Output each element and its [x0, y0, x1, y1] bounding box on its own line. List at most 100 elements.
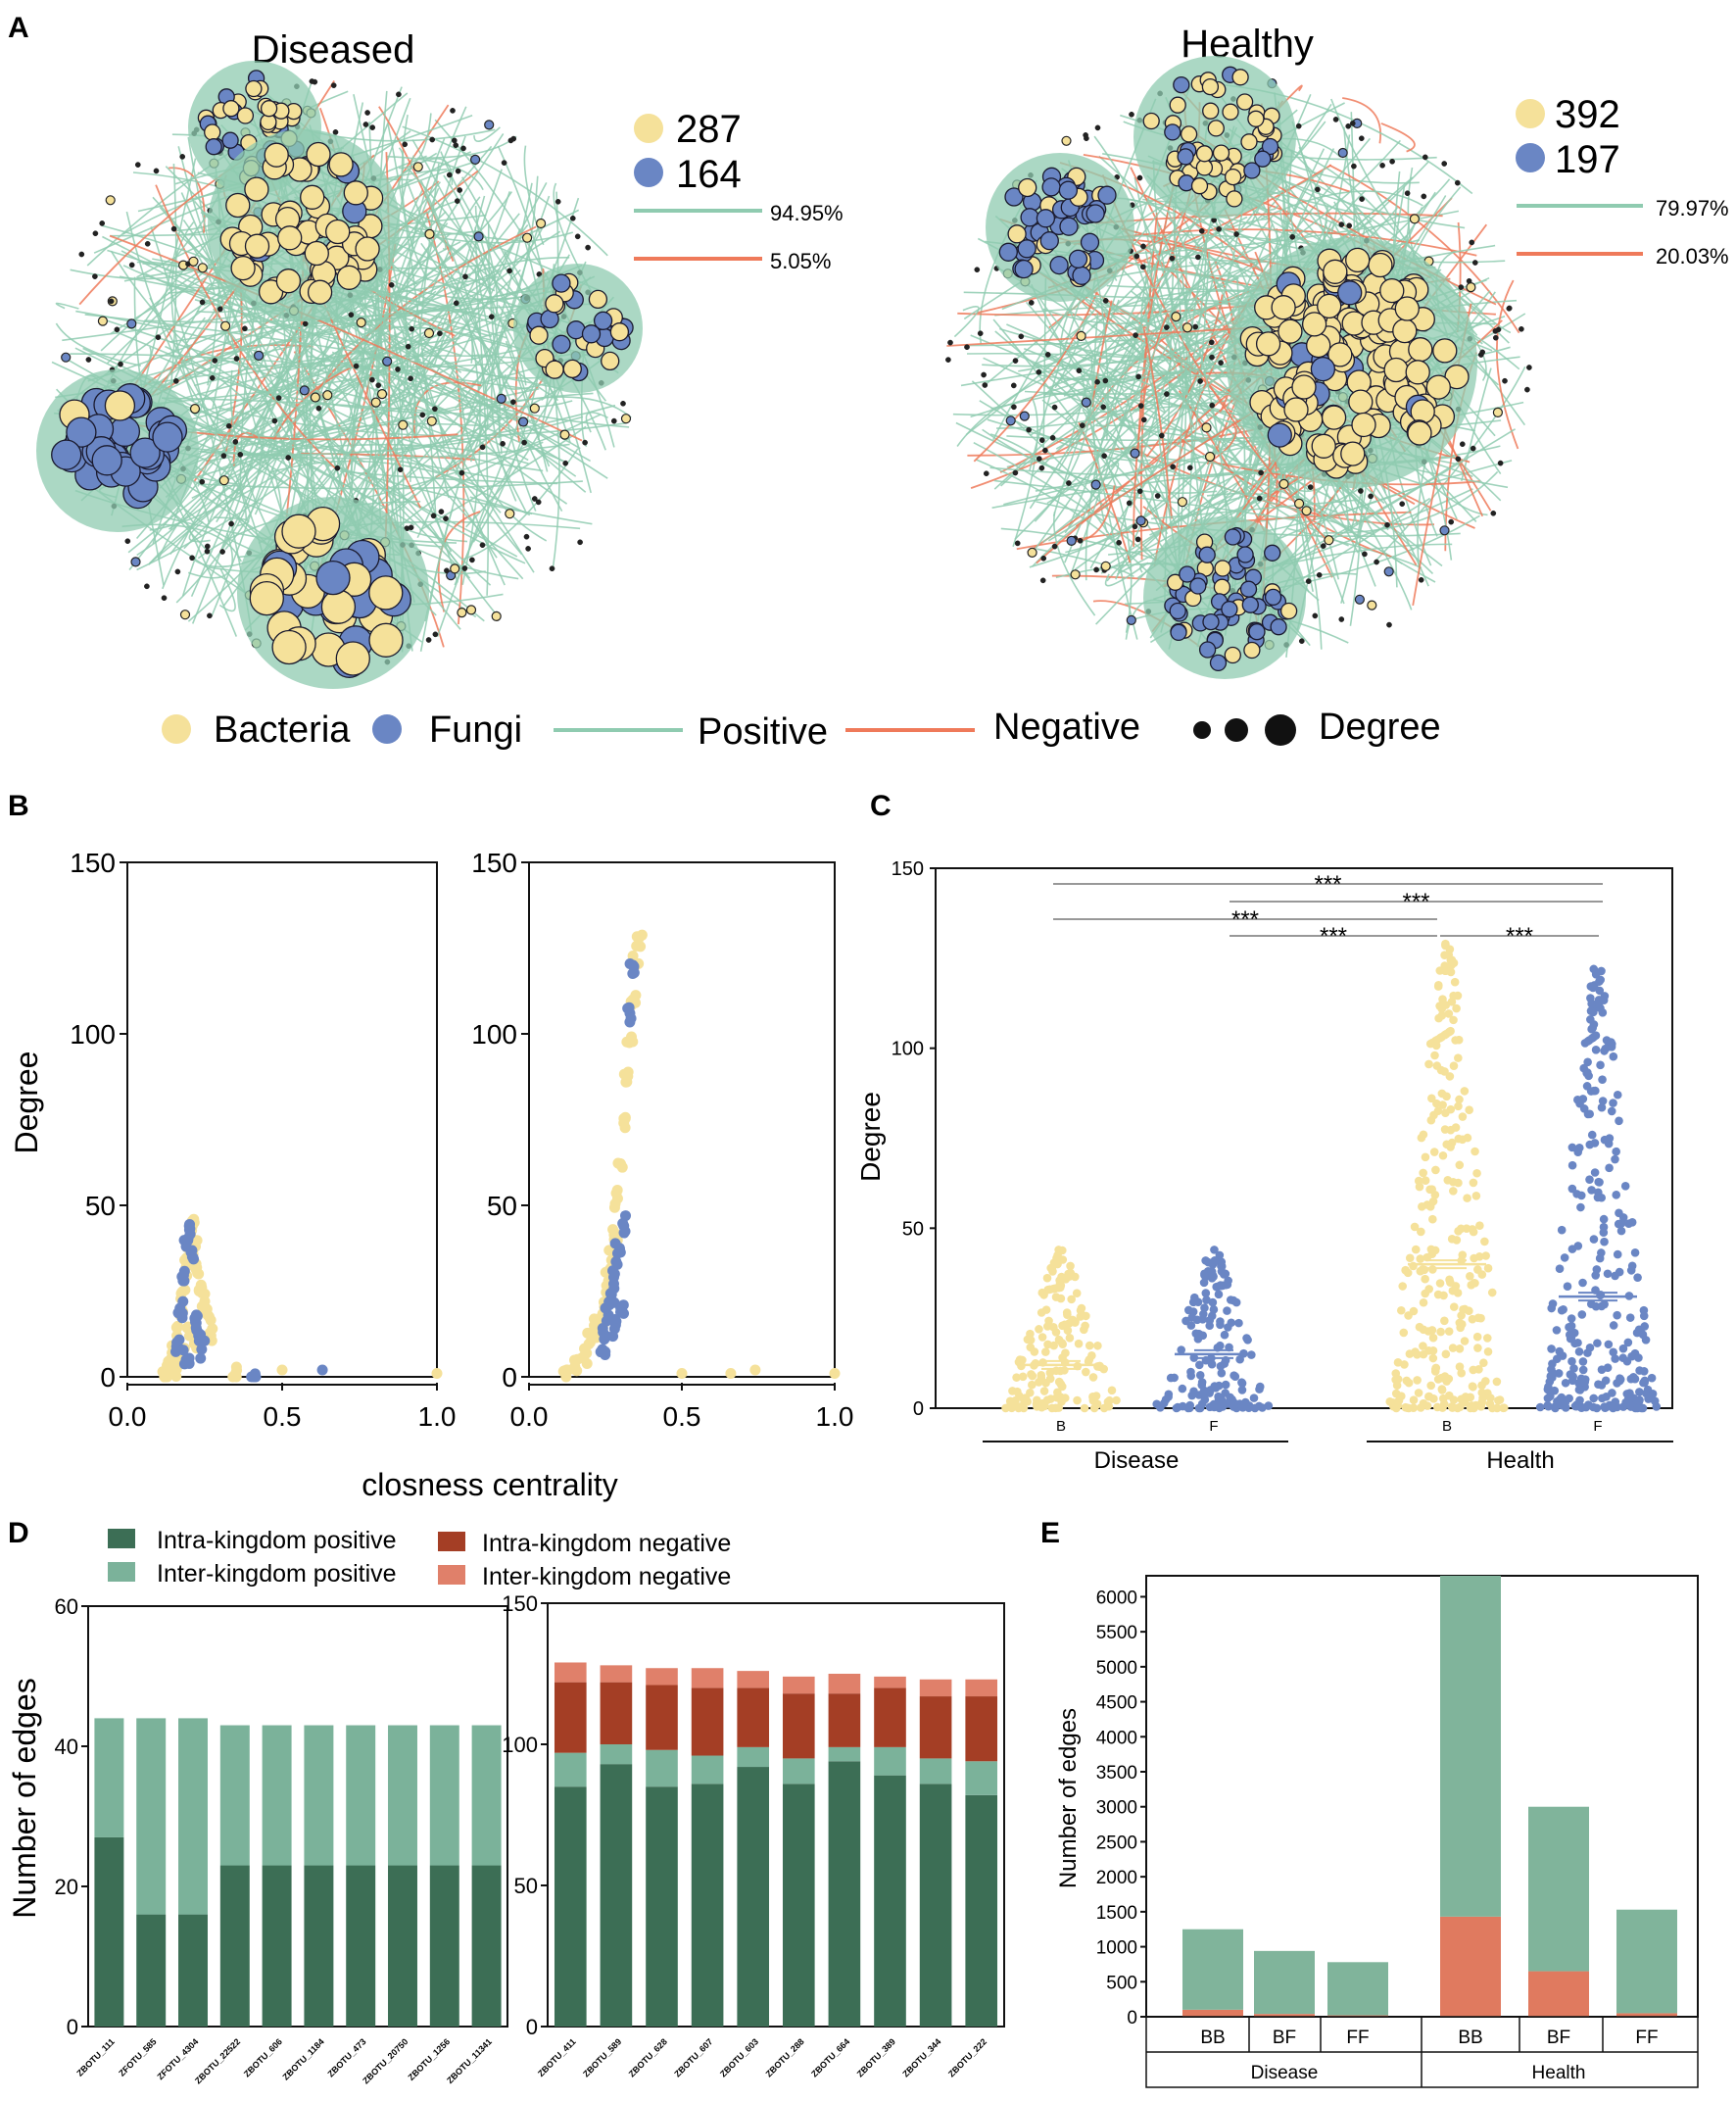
network-node: [1349, 121, 1356, 126]
data-point: [1555, 1264, 1565, 1273]
network-node: [577, 539, 583, 546]
network-node: [189, 404, 201, 415]
data-point: [1567, 1245, 1577, 1253]
network-node: [470, 154, 481, 165]
data-point: [1465, 1105, 1473, 1115]
data-point: [1586, 1299, 1596, 1308]
bar-segment: [919, 1784, 952, 2027]
network-node: [1126, 614, 1136, 626]
network-node: [1404, 190, 1411, 197]
network-node: [1133, 332, 1138, 338]
positive-edge: [254, 242, 467, 515]
data-point: [1466, 1272, 1474, 1281]
scatter-point: [607, 1331, 619, 1343]
data-point: [1599, 996, 1609, 1004]
data-point: [1104, 1401, 1114, 1411]
data-point: [1591, 1045, 1601, 1054]
network-node: [1305, 578, 1312, 584]
cluster-node: [1004, 187, 1024, 207]
network-node: [1140, 416, 1147, 423]
network-node: [1038, 437, 1045, 444]
positive-edge: [1035, 458, 1183, 492]
data-point: [1398, 1282, 1408, 1291]
data-point: [1630, 1247, 1640, 1257]
network-node: [408, 375, 413, 382]
data-point: [1599, 1222, 1609, 1232]
network-node: [61, 352, 72, 363]
bacteria-points: [557, 929, 841, 1383]
data-point: [1195, 1360, 1204, 1370]
data-point: [1604, 1340, 1614, 1349]
dot-group-health-b: [1385, 939, 1509, 1413]
healthy-bacteria-icon: [1516, 99, 1545, 128]
network-node: [451, 137, 458, 144]
network-node: [419, 412, 426, 418]
bar-segment: [737, 1687, 770, 1747]
cluster-node: [1059, 217, 1079, 236]
network-node: [1466, 282, 1476, 293]
network-node: [549, 565, 555, 572]
network-node: [188, 256, 199, 267]
data-point: [1600, 1402, 1609, 1411]
panel-b-right-plot: 0 50 100 150 0.0 0.5 1.0: [471, 848, 853, 1432]
data-point: [1014, 1357, 1024, 1367]
data-point: [1028, 1380, 1037, 1390]
data-point: [1647, 1373, 1657, 1383]
negative-edge: [1142, 326, 1173, 519]
scatter-point: [625, 1012, 637, 1024]
scatter-point: [177, 1344, 189, 1356]
scatter-point: [176, 1287, 188, 1298]
data-point: [1065, 1334, 1075, 1343]
scatter-point: [623, 1002, 635, 1013]
data-point: [1195, 1370, 1205, 1380]
data-point: [1060, 1393, 1070, 1402]
network-node: [457, 187, 463, 193]
x-tick-label: ZBOTU_20750: [361, 2036, 410, 2085]
scatter-point: [607, 1271, 619, 1283]
network-node: [1216, 225, 1222, 232]
network-node: [1354, 594, 1366, 605]
bar-segment: [919, 1696, 952, 1759]
positive-edge: [160, 356, 449, 415]
positive-edge: [414, 304, 474, 364]
data-point: [1463, 1133, 1472, 1143]
network-node: [1477, 352, 1484, 358]
cluster-node: [236, 107, 255, 124]
network-node: [334, 464, 341, 471]
data-point: [1430, 1365, 1440, 1374]
network-node: [460, 145, 466, 152]
network-node: [432, 631, 439, 638]
positive-edge: [1029, 446, 1219, 568]
x-tick-label: ZFOTU_585: [117, 2036, 158, 2078]
data-point: [1243, 1336, 1252, 1344]
positive-edge: [1104, 562, 1149, 587]
legend-fungi-icon: [372, 714, 402, 744]
cluster-node: [249, 580, 284, 616]
data-point: [1579, 1063, 1589, 1073]
data-point: [1428, 1353, 1438, 1363]
data-point: [1396, 1305, 1406, 1315]
cluster-node: [1261, 137, 1279, 156]
positive-edge: [989, 433, 1133, 572]
positive-edge: [84, 314, 564, 390]
scatter-point: [177, 1269, 189, 1281]
network-node: [1040, 555, 1047, 562]
network-node: [425, 637, 432, 643]
y-tick-label: 150: [70, 848, 116, 878]
data-point: [1411, 1245, 1421, 1254]
data-point: [1028, 1371, 1037, 1381]
cluster-node: [1351, 412, 1376, 438]
data-point: [1430, 1191, 1440, 1199]
network-node: [457, 607, 467, 618]
network-node: [130, 557, 141, 567]
data-point: [1420, 1265, 1429, 1275]
network-node: [479, 444, 486, 451]
data-point: [1548, 1299, 1558, 1308]
data-point: [1042, 1395, 1052, 1405]
legend-degree-large-icon: [1265, 714, 1296, 746]
y-tick-label: 50: [487, 1191, 517, 1221]
network-node: [1019, 411, 1030, 421]
data-point: [1578, 1365, 1588, 1375]
network-node: [364, 110, 370, 116]
